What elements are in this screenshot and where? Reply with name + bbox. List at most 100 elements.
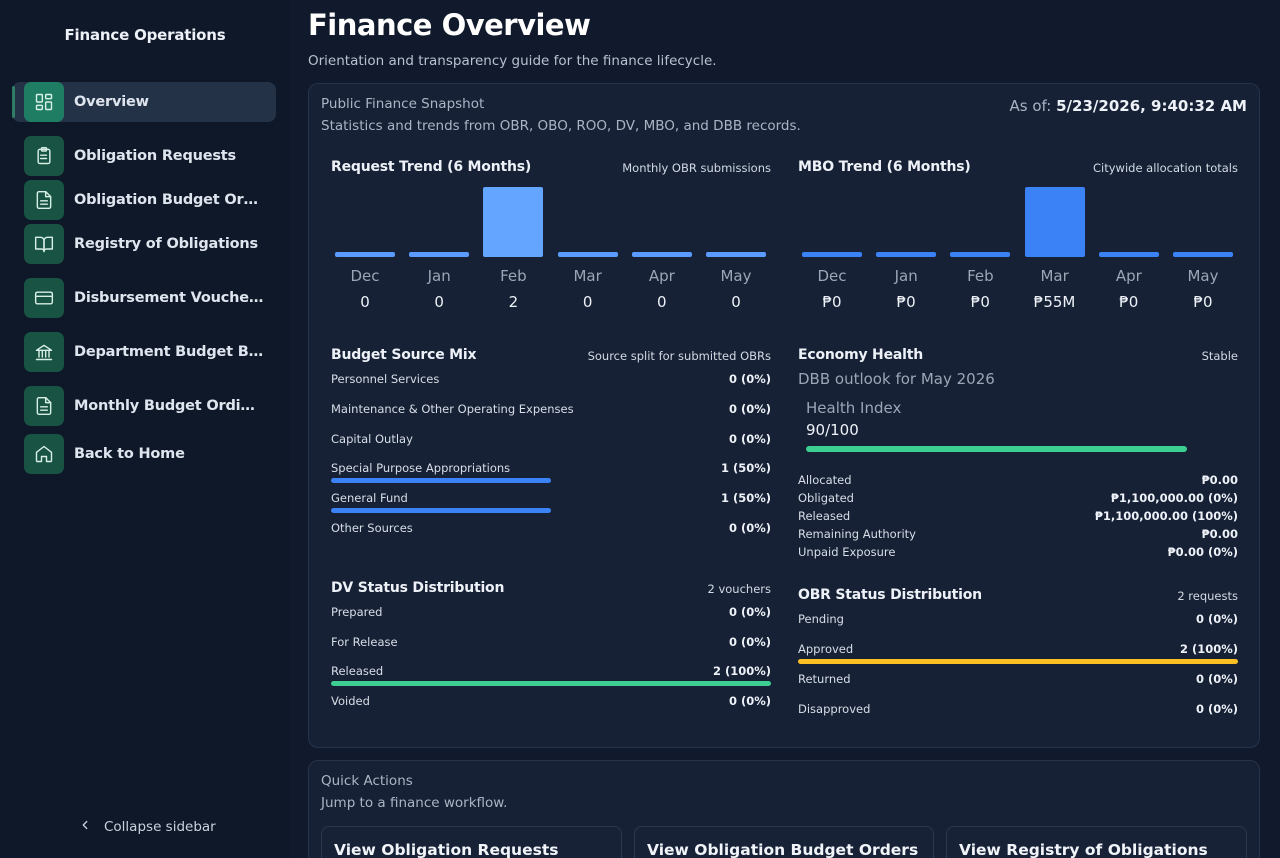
bar (950, 252, 1011, 257)
as-of-value: 5/23/2026, 9:40:32 AM (1056, 97, 1247, 115)
economy-row-value: ₱1,100,000.00 (100%) (1094, 509, 1238, 523)
economy-row-value: ₱1,100,000.00 (0%) (1110, 491, 1238, 505)
card-icon (24, 278, 64, 318)
row-label: Personnel Services (331, 372, 440, 386)
row-value: 0 (0%) (728, 605, 771, 619)
request-trend-chart: Request Trend (6 Months) Monthly OBR sub… (331, 159, 771, 319)
bar (1173, 252, 1233, 257)
distribution-row: Capital Outlay 0 (0%) (331, 432, 771, 462)
dv-status-title: DV Status Distribution (331, 580, 505, 596)
data-label: ₱55M (1033, 293, 1076, 311)
document-icon (24, 386, 64, 426)
view-obligation-budget-orders-button[interactable]: View Obligation Budget Orders (634, 826, 934, 858)
distribution-row: Other Sources 0 (0%) (331, 521, 771, 551)
sidebar-item-monthly-budget-ordinance[interactable]: Monthly Budget Ordinan... (16, 386, 276, 426)
tick-label: May (720, 267, 752, 285)
distribution-row: Returned 0 (0%) (798, 672, 1238, 702)
distribution-row: Maintenance & Other Operating Expenses 0 … (331, 402, 771, 432)
sidebar-item-label: Monthly Budget Ordinan... (74, 398, 264, 414)
row-value: 1 (50%) (720, 491, 771, 506)
dv-status-distribution: DV Status Distribution 2 vouchers Prepar… (331, 580, 771, 720)
collapse-label: Collapse sidebar (104, 819, 216, 835)
data-label: 0 (582, 293, 593, 311)
data-label: 0 (657, 293, 667, 311)
distribution-row: Approved 2 (100%) (798, 642, 1238, 672)
distribution-row: Personnel Services 0 (0%) (331, 372, 771, 402)
bar (557, 252, 618, 257)
row-bar-fill (331, 508, 551, 514)
tick-label: Dec (817, 267, 847, 285)
health-index-bar (806, 446, 1187, 452)
bar (335, 252, 395, 257)
row-value: 0 (0%) (728, 634, 771, 649)
row-value: 0 (0%) (1195, 702, 1238, 716)
data-label: ₱0 (896, 293, 916, 311)
bar (631, 252, 692, 257)
page-subtitle: Orientation and transparency guide for t… (308, 53, 717, 69)
view-registry-of-obligations-button[interactable]: View Registry of Obligations (946, 826, 1247, 858)
row-value: 0 (0%) (728, 401, 771, 416)
quick-actions-card: Quick Actions Jump to a finance workflow… (308, 760, 1260, 858)
sidebar-item-label: Department Budget Book (74, 344, 264, 360)
row-bar-track (331, 478, 771, 484)
finance-snapshot-card: Public Finance Snapshot Statistics and t… (308, 83, 1260, 748)
sidebar-item-overview[interactable]: Overview (12, 82, 276, 122)
row-value: 0 (0%) (728, 521, 771, 535)
tick-label: Apr (1115, 267, 1142, 285)
quick-actions-subtitle: Jump to a finance workflow. (321, 795, 508, 811)
sidebar-item-label: Obligation Budget Orders (74, 192, 264, 208)
chevron-left-icon (78, 818, 92, 836)
sidebar-item-obligation-requests[interactable]: Obligation Requests (16, 136, 276, 176)
distribution-row: Released 2 (100%) (331, 664, 771, 694)
sidebar-item-label: Disbursement Vouchers (74, 290, 264, 306)
distribution-row: Prepared 0 (0%) (331, 605, 771, 635)
bar (876, 252, 937, 257)
distribution-row: Pending 0 (0%) (798, 612, 1238, 642)
health-index-value: 90/100 (806, 421, 859, 439)
quick-actions-title: Quick Actions (321, 773, 413, 789)
row-label: Disapproved (798, 702, 871, 716)
tick-label: Feb (500, 267, 527, 285)
data-label: ₱0 (1193, 293, 1213, 311)
economy-row-value: ₱0.00 (0%) (1167, 545, 1238, 559)
row-label: Returned (798, 672, 851, 686)
book-icon (24, 224, 64, 264)
row-bar-track (798, 659, 1238, 664)
sidebar-item-obligation-budget-orders[interactable]: Obligation Budget Orders (16, 180, 276, 220)
obr-status-note: 2 requests (1177, 589, 1238, 603)
distribution-row: Disapproved 0 (0%) (798, 702, 1238, 732)
data-label: 0 (434, 293, 444, 311)
as-of-label: As of: (1009, 97, 1052, 115)
row-value: 0 (0%) (728, 372, 771, 386)
dv-status-note: 2 vouchers (707, 582, 771, 596)
home-icon (24, 434, 64, 474)
request-trend-bars: Dec 0 Jan 0 Feb 2 Mar 0 Apr 0 May 0 (331, 187, 771, 311)
data-label: 2 (508, 293, 519, 311)
collapse-sidebar-button[interactable]: Collapse sidebar (78, 818, 216, 836)
tick-label: Jan (894, 267, 918, 285)
dashboard-icon (24, 82, 64, 122)
sidebar-item-registry-of-obligations[interactable]: Registry of Obligations (16, 224, 276, 264)
economy-row: Allocated ₱0.00 (798, 473, 1238, 491)
view-obligation-requests-button[interactable]: View Obligation Requests (321, 826, 622, 858)
row-label: Capital Outlay (331, 431, 413, 446)
row-value: 0 (0%) (728, 431, 771, 446)
row-value: 0 (0%) (728, 693, 771, 708)
row-label: For Release (331, 634, 398, 649)
tick-label: Dec (350, 267, 380, 285)
sidebar-item-label: Overview (74, 94, 149, 110)
row-label: Pending (798, 612, 844, 626)
distribution-row: Special Purpose Appropriations 1 (50%) (331, 461, 771, 491)
sidebar-item-department-budget-book[interactable]: Department Budget Book (16, 332, 276, 372)
sidebar-item-back-to-home[interactable]: Back to Home (16, 434, 276, 474)
economy-title: Economy Health (798, 347, 923, 363)
row-label: Special Purpose Appropriations (331, 461, 511, 476)
row-label: Prepared (331, 605, 383, 619)
distribution-row: General Fund 1 (50%) (331, 491, 771, 521)
tick-label: Mar (573, 267, 602, 285)
economy-row-label: Allocated (798, 473, 852, 487)
economy-health: Economy Health Stable DBB outlook for Ma… (798, 347, 1238, 559)
sidebar-item-disbursement-vouchers[interactable]: Disbursement Vouchers (16, 278, 276, 318)
economy-row-label: Unpaid Exposure (798, 545, 896, 559)
data-label: 0 (731, 293, 741, 311)
